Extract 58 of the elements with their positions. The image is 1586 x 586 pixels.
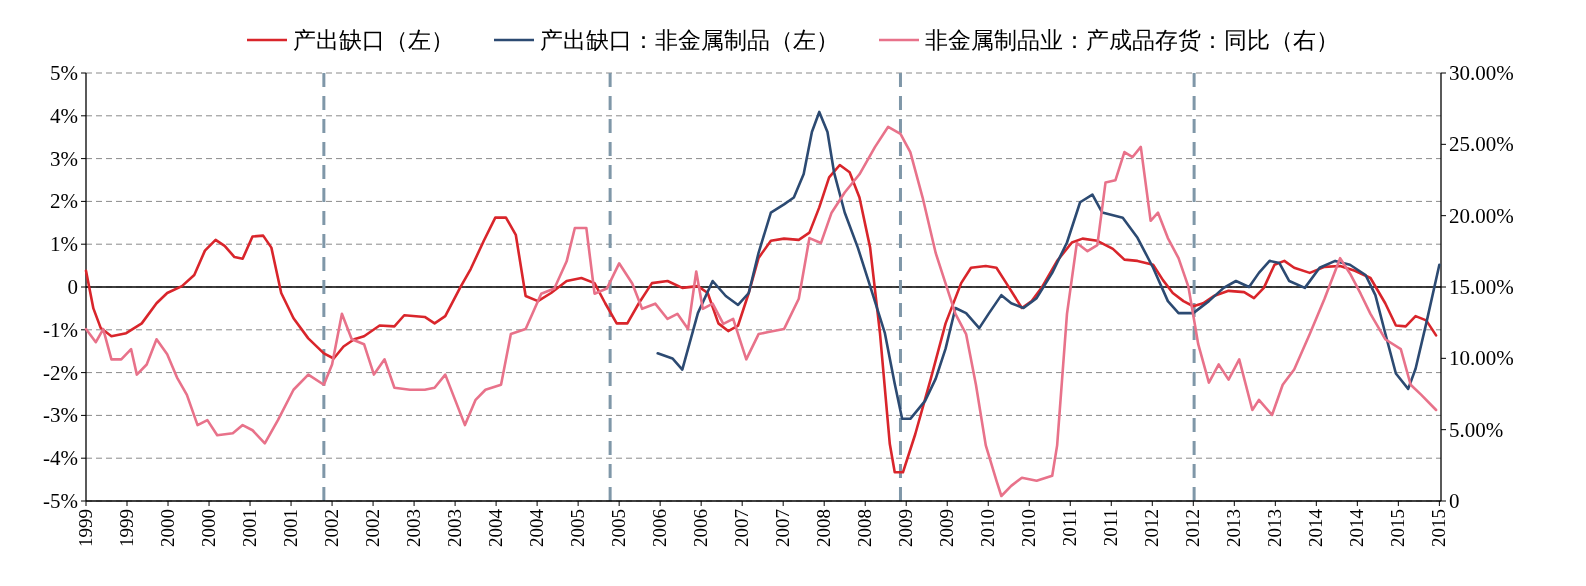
x-tick-label: 2002 (362, 509, 384, 547)
y-tick-label: -2% (43, 360, 78, 385)
x-tick-label: 1999 (116, 509, 138, 547)
x-tick-label: 2003 (403, 509, 425, 547)
x-tick-label: 2000 (157, 509, 179, 547)
x-tick-label: 2009 (936, 509, 958, 547)
x-tick-label: 2004 (485, 508, 507, 547)
x-tick-label: 2011 (1059, 509, 1081, 547)
legend-label: 产出缺口：非金属制品（左） (540, 28, 839, 53)
x-tick-label: 2001 (239, 509, 261, 547)
x-tick-label: 2000 (198, 509, 220, 547)
y2-tick-label: 0 (1449, 489, 1460, 513)
legend-label: 非金属制品业：产成品存货：同比（右） (925, 28, 1339, 53)
y2-tick-label: 5.00% (1449, 417, 1504, 442)
x-tick-label: 2004 (526, 508, 548, 547)
x-tick-label: 2007 (772, 509, 794, 547)
y-tick-label: 0 (67, 275, 78, 299)
y-tick-label: 2% (50, 189, 78, 214)
line-series (656, 110, 1441, 421)
x-tick-label: 2006 (690, 509, 712, 547)
x-tick-label: 2002 (321, 509, 343, 547)
x-tick-label: 2001 (280, 509, 302, 547)
x-tick-label: 2011 (1100, 509, 1122, 547)
y2-tick-label: 30.00% (1449, 61, 1514, 85)
x-tick-label: 2010 (977, 509, 999, 547)
y2-tick-label: 15.00% (1449, 275, 1514, 299)
x-tick-label: 2013 (1223, 509, 1245, 547)
y2-tick-label: 10.00% (1449, 346, 1514, 371)
x-tick-label: 2003 (444, 509, 466, 547)
y-tick-label: 3% (50, 146, 78, 171)
x-tick-label: 2005 (567, 509, 589, 547)
x-tick-label: 2007 (731, 509, 753, 547)
x-tick-label: 2010 (1018, 509, 1040, 547)
y-tick-label: 1% (50, 232, 78, 257)
y-tick-label: -4% (43, 446, 78, 471)
y-tick-label: 5% (50, 61, 78, 85)
x-tick-label: 2009 (895, 509, 917, 547)
x-tick-label: 2008 (854, 509, 876, 547)
x-tick-label: 2014 (1305, 508, 1327, 547)
y-tick-label: -5% (43, 489, 78, 513)
y2-tick-label: 20.00% (1449, 203, 1514, 228)
line-series (84, 163, 1438, 474)
x-tick-label: 2005 (608, 509, 630, 547)
x-tick-label: 2012 (1141, 509, 1163, 547)
x-tick-label: 2012 (1182, 509, 1204, 547)
line-series (84, 125, 1438, 498)
x-tick-label: 2008 (813, 509, 835, 547)
x-tick-label: 2015 (1428, 509, 1450, 547)
x-tick-label: 2013 (1264, 509, 1286, 547)
x-tick-label: 2015 (1387, 509, 1409, 547)
x-tick-label: 2006 (649, 509, 671, 547)
y-tick-label: -3% (43, 403, 78, 428)
x-tick-label: 2014 (1346, 508, 1368, 547)
x-tick-label: 1999 (75, 509, 96, 547)
legend-label: 产出缺口（左） (293, 28, 454, 53)
y-tick-label: -1% (43, 317, 78, 342)
y2-tick-label: 25.00% (1449, 132, 1514, 157)
y-tick-label: 4% (50, 103, 78, 128)
